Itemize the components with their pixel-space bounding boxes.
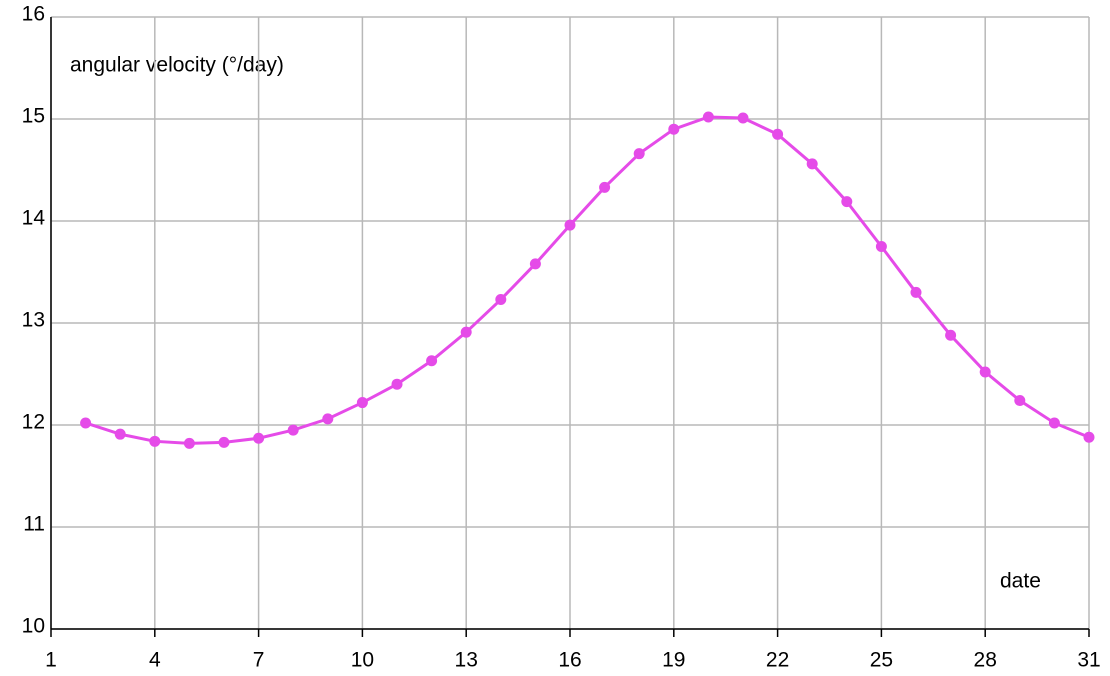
point (356, 397, 368, 409)
x-tick-label: 4 (149, 649, 161, 672)
point (875, 241, 887, 252)
y-tick-label: 15 (22, 105, 45, 128)
point (841, 196, 853, 208)
x-axis-label: date (1000, 570, 1041, 593)
point (253, 432, 265, 444)
point (772, 128, 784, 140)
point (1048, 417, 1060, 429)
point (910, 286, 922, 298)
point (564, 219, 576, 231)
point (668, 123, 680, 135)
point (391, 378, 403, 390)
point (287, 424, 299, 436)
point (529, 258, 541, 270)
y-axis-label: angular velocity (°/day) (70, 54, 284, 77)
point (945, 329, 957, 341)
x-tick-label: 1 (45, 649, 57, 672)
point (426, 355, 438, 367)
y-tick-label: 13 (22, 309, 45, 332)
point (149, 435, 161, 447)
x-tick-label: 25 (870, 649, 893, 672)
x-tick-label: 7 (253, 649, 265, 672)
x-tick-label: 19 (662, 649, 685, 672)
x-tick-label: 22 (766, 649, 789, 672)
point (702, 111, 714, 123)
point (460, 326, 472, 338)
point (218, 436, 230, 448)
point (114, 428, 126, 440)
point (1083, 431, 1095, 443)
y-tick-label: 16 (22, 3, 45, 26)
point (979, 366, 991, 378)
y-tick-label: 14 (22, 207, 46, 230)
point (633, 148, 645, 160)
x-tick-label: 28 (974, 649, 997, 672)
x-tick-label: 13 (455, 649, 478, 672)
point (737, 112, 749, 124)
x-tick-label: 16 (558, 649, 581, 672)
x-tick-label: 10 (351, 649, 374, 672)
x-tick-label: 31 (1077, 649, 1100, 672)
point (80, 417, 92, 429)
point (183, 437, 195, 449)
point (322, 413, 334, 425)
y-tick-label: 10 (22, 615, 45, 638)
point (599, 181, 611, 193)
point (1014, 395, 1026, 407)
point (495, 294, 507, 306)
y-tick-label: 11 (23, 513, 45, 536)
point (806, 158, 818, 170)
y-tick-label: 12 (22, 411, 45, 434)
series-line (85, 115, 1090, 445)
